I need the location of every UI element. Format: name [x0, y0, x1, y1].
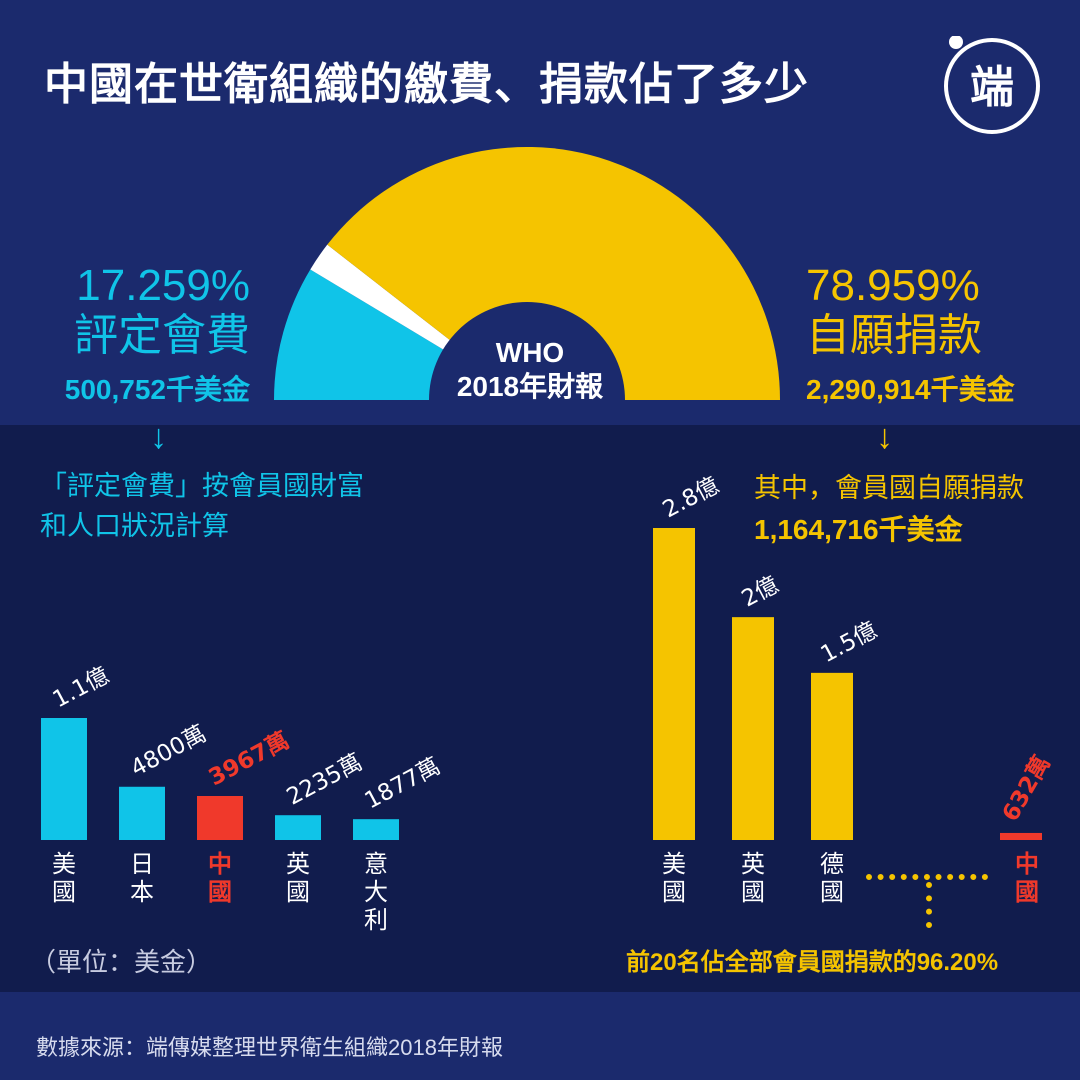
source-note: 數據來源：端傳媒整理世界衛生組織2018年財報 [36, 1035, 503, 1060]
bar-1 [653, 528, 695, 840]
bar-3 [197, 796, 243, 840]
footer-band [0, 992, 1080, 1080]
bar-4 [275, 815, 321, 840]
category-label: 中 [208, 850, 232, 878]
category-label: 英 [286, 850, 310, 878]
voluntary-name: 自願捐款 [806, 311, 982, 360]
category-label: 美 [52, 850, 76, 878]
voluntary-amount: 2,290,914千美金 [806, 374, 1015, 405]
chart-band [0, 425, 1080, 992]
dotted-connector-vertical [926, 882, 932, 928]
arrow-down-icon: ↓ [876, 418, 893, 456]
who-semicircle-chart [274, 147, 780, 400]
value-label: 4800萬 [127, 721, 211, 782]
dotted-connector-horizontal [866, 874, 988, 880]
assessed-note-line1: 「評定會費」按會員國財富 [40, 471, 364, 501]
assessed-note-line2: 和人口狀況計算 [40, 511, 229, 541]
category-label: 國 [820, 878, 844, 906]
value-label: 2億 [738, 572, 783, 613]
initium-logo-icon: 端 [944, 36, 1040, 134]
category-label: 本 [130, 878, 154, 906]
category-label: 德 [820, 850, 844, 878]
assessed-amount: 500,752千美金 [64, 374, 250, 405]
voluntary-percent: 78.959% [806, 261, 980, 310]
bar-2 [732, 617, 774, 840]
voluntary-note-line2: 1,164,716千美金 [754, 514, 963, 545]
page-title: 中國在世衛組織的繳費、捐款佔了多少 [44, 60, 809, 109]
category-label: 大 [364, 878, 388, 906]
value-label: 632萬 [998, 751, 1056, 826]
value-label: 2235萬 [283, 749, 367, 810]
category-label: 中 [1015, 850, 1039, 878]
category-label: 利 [364, 906, 388, 934]
category-label: 國 [286, 878, 310, 906]
assessed-percent: 17.259% [76, 261, 250, 310]
category-label: 英 [741, 850, 765, 878]
who-label-line2: 2018年財報 [456, 371, 604, 402]
value-label: 2.8億 [659, 472, 724, 523]
category-label: 國 [208, 878, 232, 906]
voluntary-note-line1: 其中，會員國自願捐款 [754, 473, 1024, 503]
category-label: 日 [130, 850, 154, 878]
top20-note: 前20名佔全部會員國捐款的96.20% [626, 949, 999, 976]
bar-2 [119, 786, 165, 840]
logo-text: 端 [970, 62, 1014, 113]
bar-3 [811, 672, 853, 840]
assessed-note: 「評定會費」按會員國財富 和人口狀況計算 [40, 466, 364, 546]
bar-5 [353, 819, 399, 840]
semicircle-slice-2 [327, 147, 780, 400]
category-label: 國 [52, 878, 76, 906]
category-label: 國 [1015, 878, 1039, 906]
unit-label: （單位：美金） [30, 947, 213, 977]
bar-4 [1000, 832, 1042, 840]
value-label: 3967萬 [205, 727, 294, 791]
arrow-down-icon: ↓ [150, 418, 167, 456]
value-label: 1.1億 [49, 662, 114, 713]
who-label: WHO 2018年財報 [430, 336, 630, 404]
value-label: 1.5億 [817, 617, 882, 668]
category-label: 國 [662, 878, 686, 906]
assessed-name: 評定會費 [74, 311, 250, 360]
who-label-line1: WHO [495, 337, 565, 368]
category-label: 美 [662, 850, 686, 878]
category-label: 國 [741, 878, 765, 906]
value-label: 1877萬 [361, 753, 445, 814]
bar-1 [41, 718, 87, 840]
category-label: 意 [364, 850, 388, 878]
